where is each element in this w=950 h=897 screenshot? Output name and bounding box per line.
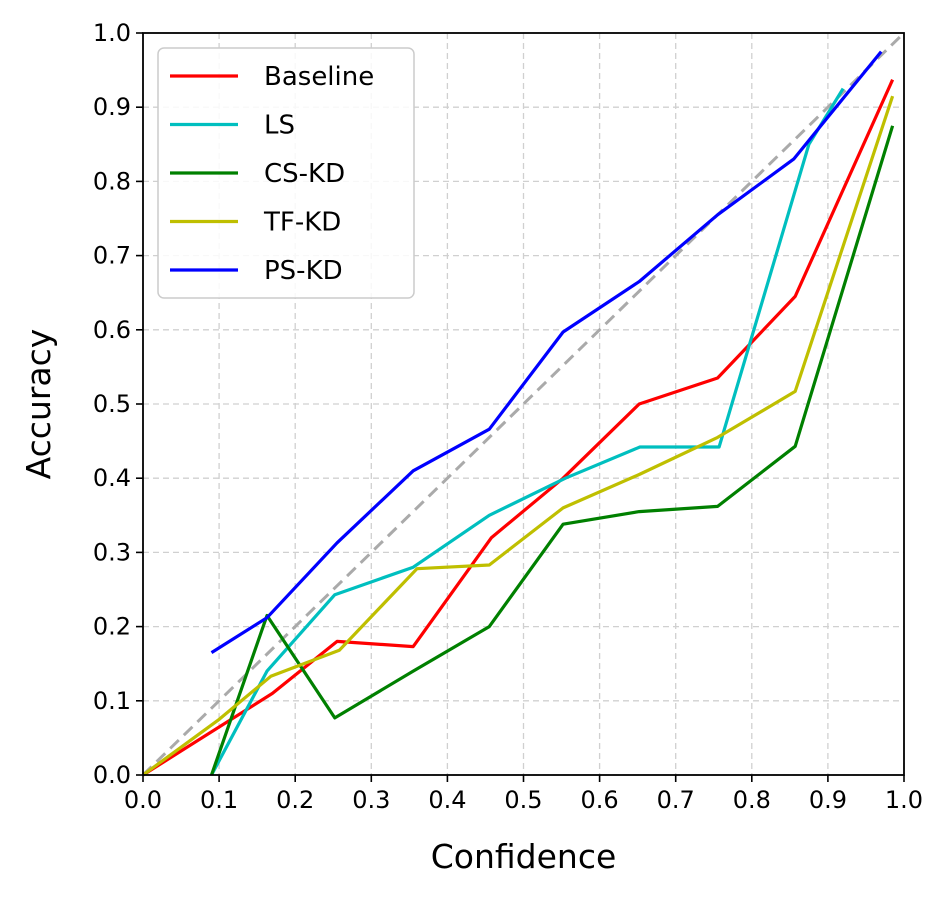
x-tick-label: 0.2 bbox=[276, 786, 314, 814]
legend-label: LS bbox=[264, 111, 295, 141]
legend-label: Baseline bbox=[264, 62, 374, 92]
y-tick-label: 0.0 bbox=[93, 761, 131, 789]
y-tick-label: 0.1 bbox=[93, 687, 131, 715]
reference-diagonal bbox=[141, 31, 906, 777]
y-tick-label: 1.0 bbox=[93, 19, 131, 47]
y-axis-ticks: 0.0 0.1 0.2 0.3 0.4 0.5 0.6 0.7 0.8 0.9 1.0 bbox=[93, 19, 143, 789]
x-axis-ticks: 0.0 0.1 0.2 0.3 0.4 0.5 0.6 0.7 0.8 0.9 1.0 bbox=[124, 775, 923, 814]
y-tick-label: 0.7 bbox=[93, 242, 131, 270]
x-tick-label: 0.3 bbox=[352, 786, 390, 814]
legend-label: TF-KD bbox=[263, 208, 341, 238]
reference-line bbox=[141, 31, 906, 777]
series-line-ls bbox=[210, 87, 845, 776]
y-tick-label: 0.3 bbox=[93, 538, 131, 566]
y-tick-label: 0.8 bbox=[93, 167, 131, 195]
x-tick-label: 0.4 bbox=[428, 786, 466, 814]
x-tick-label: 0.7 bbox=[657, 786, 695, 814]
series-line-ps-kd bbox=[210, 50, 883, 654]
y-tick-label: 0.6 bbox=[93, 316, 131, 344]
x-tick-label: 0.8 bbox=[733, 786, 771, 814]
legend-label: CS-KD bbox=[264, 159, 345, 189]
y-tick-label: 0.5 bbox=[93, 390, 131, 418]
legend-box bbox=[157, 47, 415, 299]
y-tick-label: 0.2 bbox=[93, 613, 131, 641]
y-tick-label: 0.4 bbox=[93, 464, 131, 492]
y-axis-label: Accuracy bbox=[19, 329, 58, 480]
x-tick-label: 0.9 bbox=[809, 786, 847, 814]
x-tick-label: 1.0 bbox=[885, 786, 923, 814]
x-axis-label: Confidence bbox=[431, 837, 617, 876]
x-tick-label: 0.6 bbox=[581, 786, 619, 814]
x-tick-label: 0.0 bbox=[124, 786, 162, 814]
series-line-tf-kd bbox=[142, 95, 895, 777]
legend: Baseline LS CS-KD TF-KD PS-KD bbox=[157, 47, 415, 299]
series-lines bbox=[142, 50, 895, 777]
y-tick-label: 0.9 bbox=[93, 93, 131, 121]
series-line-cs-kd bbox=[209, 125, 895, 776]
legend-label: PS-KD bbox=[264, 256, 343, 286]
x-tick-label: 0.1 bbox=[200, 786, 238, 814]
x-tick-label: 0.5 bbox=[504, 786, 542, 814]
series-line-baseline bbox=[142, 79, 895, 777]
